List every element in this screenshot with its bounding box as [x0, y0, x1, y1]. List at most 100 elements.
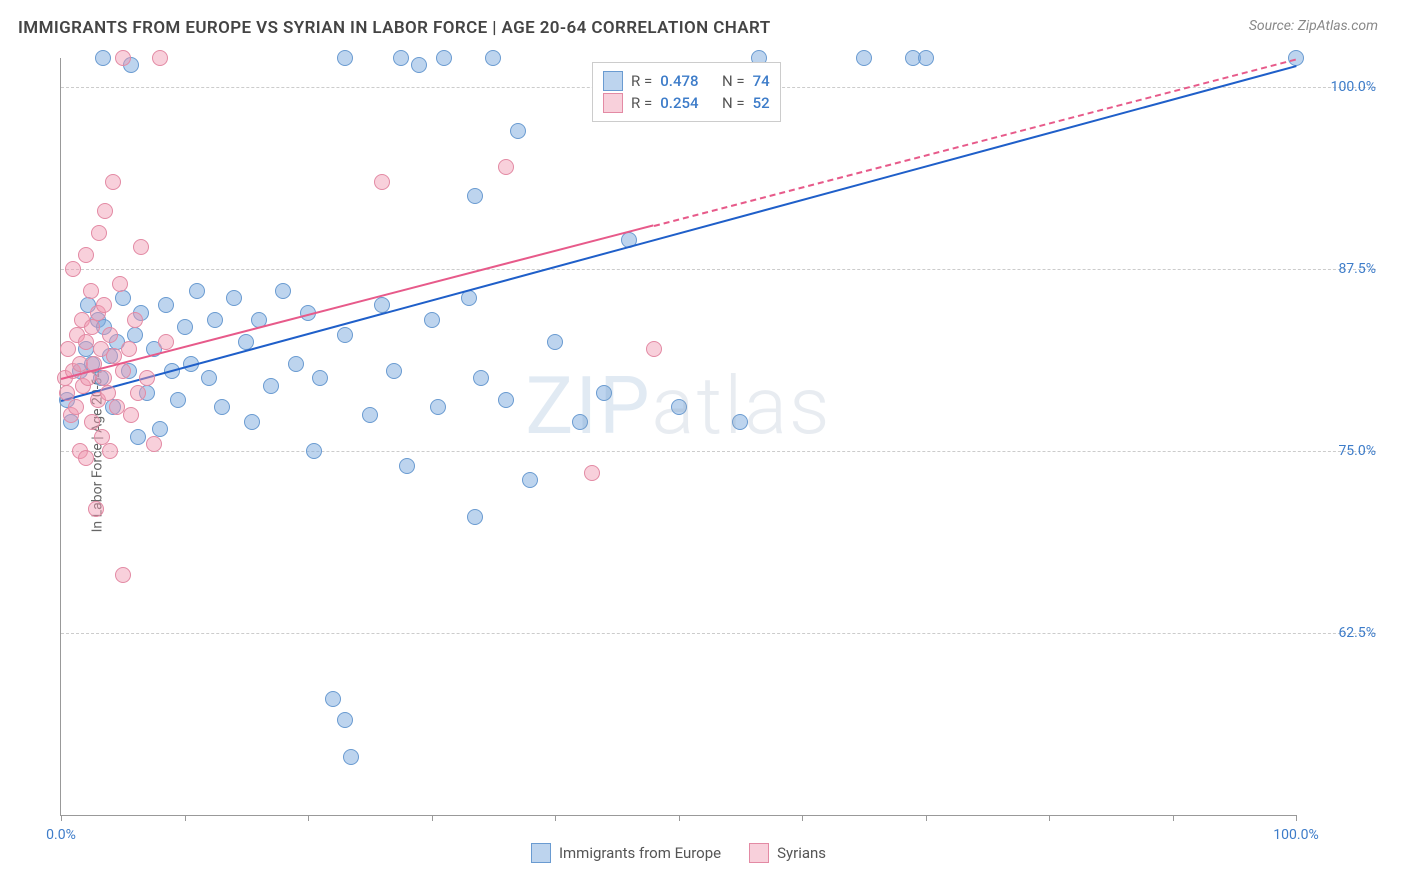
- data-point: [522, 472, 538, 488]
- data-point: [312, 370, 328, 386]
- legend-n-value: 74: [753, 72, 770, 90]
- data-point: [109, 399, 125, 415]
- data-point: [115, 50, 131, 66]
- data-point: [214, 399, 230, 415]
- data-point: [121, 341, 137, 357]
- data-point: [78, 334, 94, 350]
- data-point: [918, 50, 934, 66]
- data-point: [88, 501, 104, 517]
- data-point: [436, 50, 452, 66]
- data-point: [671, 399, 687, 415]
- header: IMMIGRANTS FROM EUROPE VS SYRIAN IN LABO…: [0, 0, 1406, 46]
- x-tick: [1173, 815, 1174, 821]
- x-tick-label: 0.0%: [46, 827, 76, 843]
- x-tick: [1049, 815, 1050, 821]
- legend-swatch: [749, 843, 769, 863]
- data-point: [646, 341, 662, 357]
- data-point: [244, 414, 260, 430]
- correlation-chart: In Labor Force | Age 20-64 ZIPatlas R = …: [42, 58, 1386, 844]
- data-point: [547, 334, 563, 350]
- y-tick-label: 100.0%: [1304, 79, 1376, 95]
- page-title: IMMIGRANTS FROM EUROPE VS SYRIAN IN LABO…: [18, 18, 771, 38]
- legend-item: Immigrants from Europe: [531, 843, 721, 863]
- data-point: [91, 225, 107, 241]
- data-point: [732, 414, 748, 430]
- data-point: [337, 50, 353, 66]
- data-point: [275, 283, 291, 299]
- x-tick: [679, 815, 680, 821]
- data-point: [115, 290, 131, 306]
- data-point: [115, 567, 131, 583]
- legend-swatch: [603, 71, 623, 91]
- legend-item: Syrians: [749, 843, 826, 863]
- data-point: [473, 370, 489, 386]
- data-point: [100, 385, 116, 401]
- data-point: [139, 370, 155, 386]
- y-tick-label: 62.5%: [1304, 625, 1376, 641]
- x-tick: [432, 815, 433, 821]
- x-tick: [555, 815, 556, 821]
- x-tick: [926, 815, 927, 821]
- x-tick-label: 100.0%: [1273, 827, 1318, 843]
- data-point: [78, 450, 94, 466]
- x-tick: [308, 815, 309, 821]
- data-point: [127, 312, 143, 328]
- data-point: [146, 436, 162, 452]
- data-point: [78, 247, 94, 263]
- data-point: [856, 50, 872, 66]
- data-point: [485, 50, 501, 66]
- data-point: [105, 174, 121, 190]
- data-point: [263, 378, 279, 394]
- data-point: [152, 50, 168, 66]
- data-point: [102, 327, 118, 343]
- x-tick: [1296, 815, 1297, 821]
- data-point: [207, 312, 223, 328]
- data-point: [158, 297, 174, 313]
- data-point: [362, 407, 378, 423]
- gridline: [61, 451, 1376, 452]
- x-tick: [185, 815, 186, 821]
- source-attribution: Source: ZipAtlas.com: [1249, 18, 1378, 34]
- data-point: [130, 385, 146, 401]
- data-point: [467, 509, 483, 525]
- data-point: [94, 429, 110, 445]
- data-point: [68, 399, 84, 415]
- legend-r-value: 0.254: [660, 94, 698, 112]
- legend-n-label: N =: [722, 72, 745, 90]
- data-point: [596, 385, 612, 401]
- x-tick: [802, 815, 803, 821]
- legend-swatch: [603, 93, 623, 113]
- data-point: [170, 392, 186, 408]
- data-point: [498, 392, 514, 408]
- legend-stats-row: R = 0.254 N = 52: [603, 93, 770, 113]
- data-point: [306, 443, 322, 459]
- data-point: [158, 334, 174, 350]
- data-point: [337, 327, 353, 343]
- legend-swatch: [531, 843, 551, 863]
- data-point: [112, 276, 128, 292]
- data-point: [96, 297, 112, 313]
- data-point: [467, 188, 483, 204]
- data-point: [83, 283, 99, 299]
- data-point: [393, 50, 409, 66]
- data-point: [386, 363, 402, 379]
- y-tick-label: 75.0%: [1304, 443, 1376, 459]
- legend-stats: R = 0.478 N = 74 R = 0.254 N = 52: [592, 62, 781, 122]
- x-tick: [61, 815, 62, 821]
- legend-r-label: R =: [631, 94, 652, 112]
- legend-label: Immigrants from Europe: [559, 844, 721, 862]
- legend-n-label: N =: [722, 94, 745, 112]
- data-point: [430, 399, 446, 415]
- data-point: [201, 370, 217, 386]
- data-point: [343, 749, 359, 765]
- legend-label: Syrians: [777, 844, 826, 862]
- data-point: [325, 691, 341, 707]
- data-point: [65, 261, 81, 277]
- trend-line: [61, 225, 654, 381]
- gridline: [61, 633, 1376, 634]
- data-point: [96, 370, 112, 386]
- data-point: [374, 174, 390, 190]
- data-point: [572, 414, 588, 430]
- plot-area: ZIPatlas R = 0.478 N = 74 R = 0.254 N = …: [60, 58, 1296, 816]
- data-point: [498, 159, 514, 175]
